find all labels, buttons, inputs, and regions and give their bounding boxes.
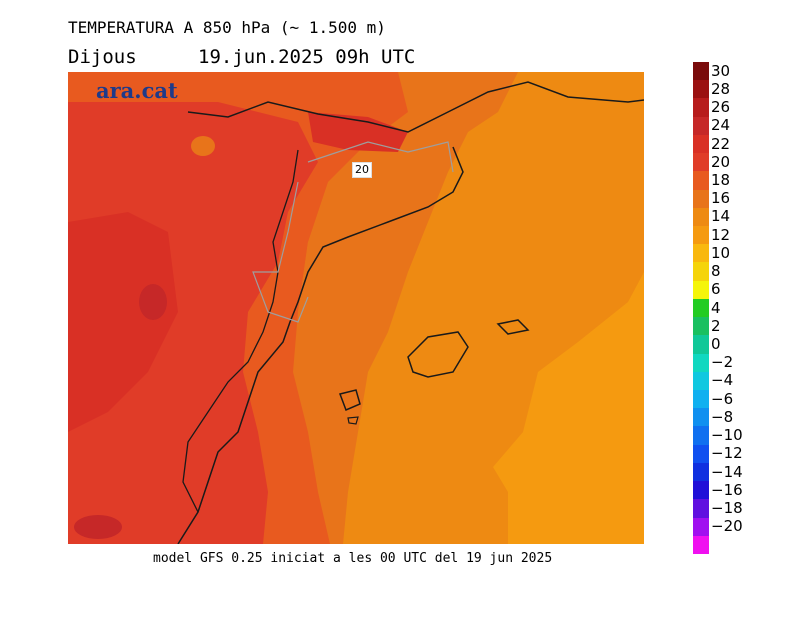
colorbar-tick-label: 18 bbox=[711, 170, 731, 189]
colorbar-tick-label: 4 bbox=[711, 298, 721, 317]
south-hot-spot bbox=[74, 515, 122, 539]
colorbar-segment bbox=[693, 517, 709, 537]
colorbar-segment bbox=[693, 462, 709, 482]
colorbar-tick-label: 2 bbox=[711, 316, 721, 335]
colorbar-tick-label: −4 bbox=[711, 371, 734, 390]
south-east-warm-zone bbox=[493, 272, 644, 544]
colorbar-tick-label: −6 bbox=[711, 389, 734, 408]
west-hot-zone bbox=[68, 212, 178, 432]
hot-spot bbox=[139, 284, 167, 320]
colorbar-tick-label: 12 bbox=[711, 225, 731, 244]
colorbar-segment bbox=[693, 62, 709, 81]
colorbar-tick-label: 22 bbox=[711, 134, 731, 153]
colorbar-segment bbox=[693, 189, 709, 209]
model-info: model GFS 0.25 iniciat a les 00 UTC del … bbox=[153, 551, 553, 566]
colorbar-segment bbox=[693, 298, 709, 318]
chart-subtitle: Dijous 19.jun.2025 09h UTC bbox=[68, 46, 415, 68]
temperature-colorbar bbox=[693, 62, 709, 555]
colorbar-segment bbox=[693, 80, 709, 99]
pyrenees-cool-spot bbox=[191, 136, 215, 156]
colorbar-segment bbox=[693, 426, 709, 446]
menorca-island bbox=[496, 319, 530, 335]
chart-title: TEMPERATURA A 850 hPa (~ 1.500 m) bbox=[68, 18, 386, 37]
colorbar-segment bbox=[693, 317, 709, 336]
interior-border bbox=[182, 149, 299, 513]
mediterranean-coastline bbox=[177, 146, 464, 544]
colorbar-segment bbox=[693, 390, 709, 409]
colorbar-segment bbox=[693, 244, 709, 263]
colorbar-tick-label: −12 bbox=[711, 444, 743, 463]
colorbar-tick-label: 20 bbox=[711, 152, 731, 171]
ara-cat-logo: ara.cat bbox=[96, 78, 178, 103]
colorbar-segment bbox=[693, 171, 709, 191]
formentera-island bbox=[347, 416, 359, 425]
colorbar-tick-label: 30 bbox=[711, 61, 731, 80]
temperature-field bbox=[68, 72, 644, 544]
mallorca-island bbox=[407, 331, 469, 378]
colorbar-tick-label: 24 bbox=[711, 116, 731, 135]
colorbar-segment bbox=[693, 535, 709, 555]
colorbar-segment bbox=[693, 444, 709, 464]
region-boundary bbox=[307, 141, 454, 173]
north-hot-zone bbox=[308, 112, 408, 152]
colorbar-segment bbox=[693, 116, 709, 136]
colorbar-segment bbox=[693, 262, 709, 282]
colorbar-tick-label: 0 bbox=[711, 334, 721, 353]
colorbar-segment bbox=[693, 134, 709, 154]
colorbar-tick-label: −8 bbox=[711, 407, 734, 426]
colorbar-segment bbox=[693, 280, 709, 300]
colorbar-segment bbox=[693, 499, 709, 519]
inland-zone bbox=[68, 102, 318, 544]
forecast-datetime: 19.jun.2025 09h UTC bbox=[198, 46, 416, 68]
colorbar-segment bbox=[693, 98, 709, 118]
colorbar-tick-label: −10 bbox=[711, 426, 743, 445]
colorbar-segment bbox=[693, 353, 709, 373]
colorbar-segment bbox=[693, 153, 709, 172]
colorbar-tick-label: −20 bbox=[711, 517, 743, 536]
isotherm-label: 20 bbox=[352, 162, 372, 178]
colorbar-segment bbox=[693, 335, 709, 355]
ibiza-island bbox=[339, 389, 361, 411]
colorbar-segment bbox=[693, 408, 709, 427]
colorbar-segment bbox=[693, 481, 709, 500]
colorbar-tick-label: 14 bbox=[711, 207, 731, 226]
colorbar-segment bbox=[693, 207, 709, 227]
colorbar-tick-label: 6 bbox=[711, 280, 721, 299]
colorbar-segment bbox=[693, 226, 709, 245]
colorbar-tick-label: −14 bbox=[711, 462, 743, 481]
colorbar-tick-label: 28 bbox=[711, 79, 731, 98]
colorbar-tick-label: −18 bbox=[711, 498, 743, 517]
forecast-day: Dijous bbox=[68, 46, 137, 68]
colorbar-tick-label: −2 bbox=[711, 353, 734, 372]
northern-coastline bbox=[187, 81, 644, 133]
region-boundary-west bbox=[252, 181, 309, 323]
colorbar-segment bbox=[693, 371, 709, 391]
colorbar-tick-label: 8 bbox=[711, 262, 721, 281]
colorbar-tick-label: 16 bbox=[711, 189, 731, 208]
temperature-map: ara.cat 20 bbox=[68, 72, 644, 544]
colorbar-tick-label: −16 bbox=[711, 480, 743, 499]
colorbar-tick-label: 26 bbox=[711, 98, 731, 117]
colorbar-tick-label: 10 bbox=[711, 243, 731, 262]
